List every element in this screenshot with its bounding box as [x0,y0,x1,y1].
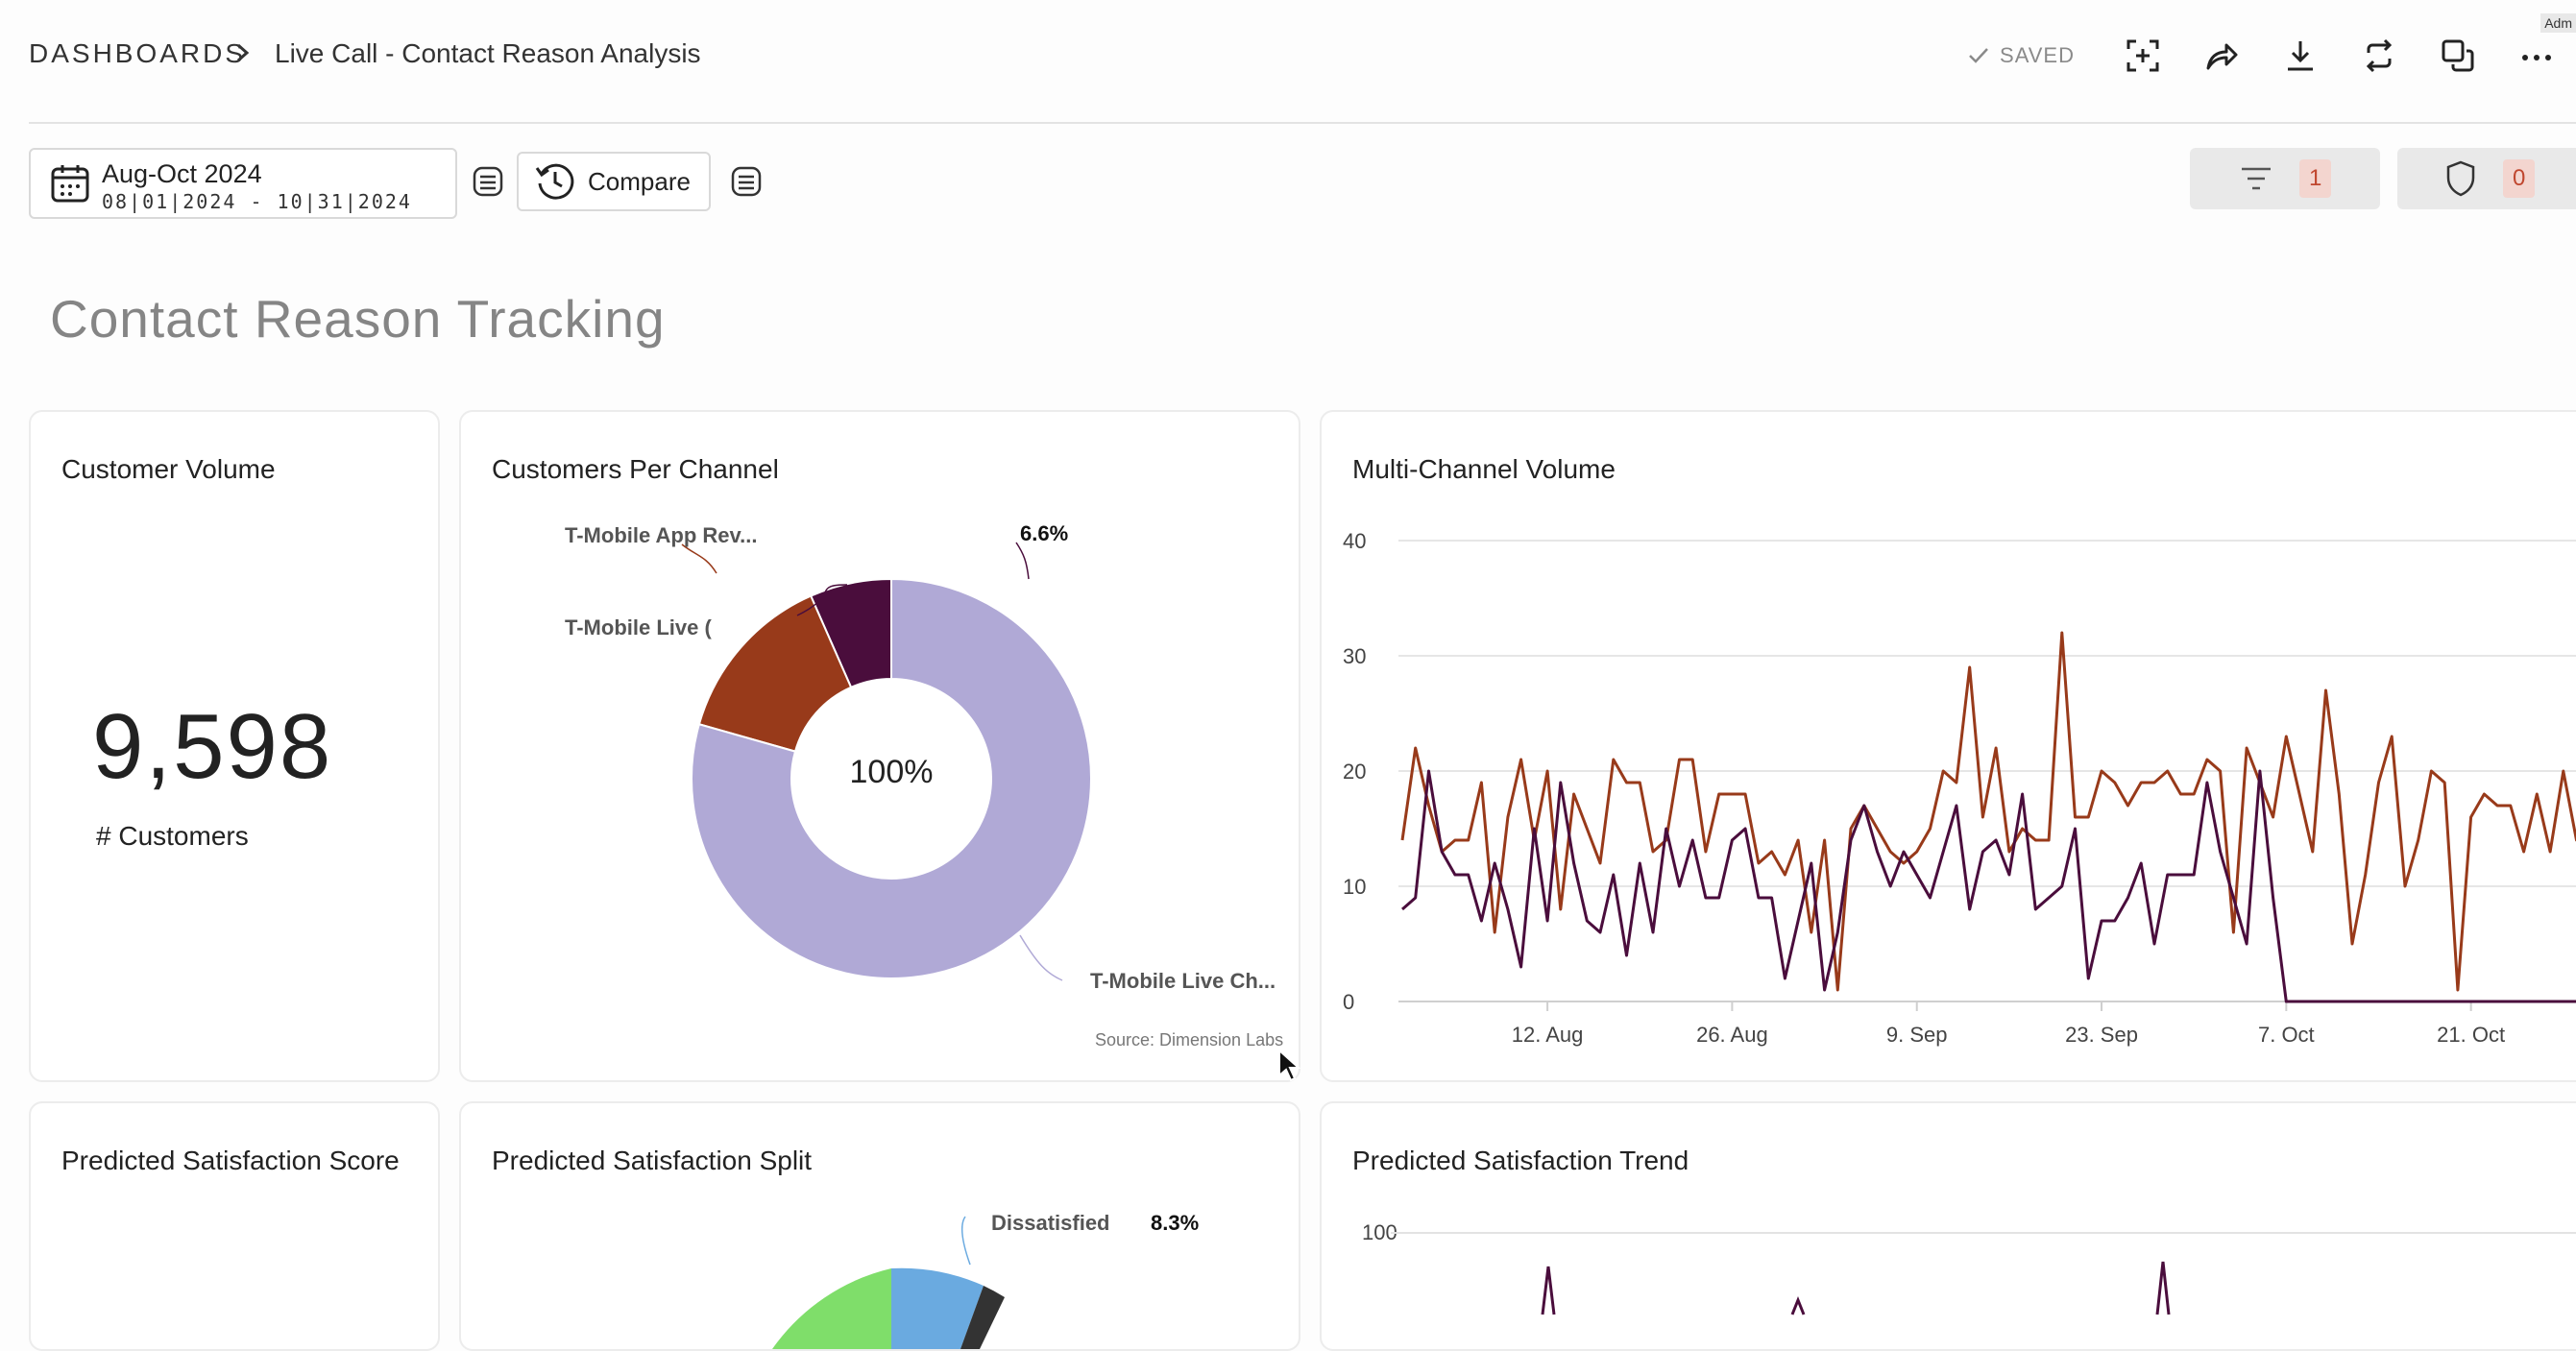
filter-icon [2242,167,2271,190]
leader-line [681,543,717,574]
chevron-right-icon [233,38,253,74]
x-tick-label: 12. Aug [1512,1023,1584,1047]
x-tick-label: 7. Oct [2258,1023,2315,1047]
slice-label: Dissatisfied [991,1211,1110,1235]
pie-slice [691,577,1092,979]
calendar-icon [51,165,89,203]
more-button[interactable] [2508,27,2565,84]
multi-channel-volume-card: Multi-Channel Volume 0 10 20 30 40 12. Aug 26… [1320,410,2576,1082]
download-button[interactable] [2272,27,2329,84]
leader-line [1019,934,1063,981]
refresh-button[interactable] [2350,27,2408,84]
breadcrumb-root[interactable]: DASHBOARDS [29,38,247,68]
filters-button[interactable]: 1 [2190,148,2380,209]
add-widget-icon [2126,39,2159,72]
line-chart: 0 10 20 30 40 12. Aug 26. Aug 9. Sep 23. Sep 7. … [1343,529,2576,1047]
y-tick-label: 30 [1343,644,1366,668]
slice-label: T-Mobile Live ( [565,615,712,639]
series-line [2155,1261,2171,1315]
leader-line [1015,542,1030,580]
chart-source: Source: Dimension Labs [1095,1030,1283,1049]
x-tick-label: 21. Oct [2437,1023,2505,1047]
section-title: Contact Reason Tracking [50,289,666,349]
date-range-label: Aug-Oct 2024 [102,159,262,188]
slice-value-label: 8.3% [1151,1211,1199,1235]
share-icon [2206,43,2238,70]
slice-label: T-Mobile App Rev... [565,523,757,547]
pie-slice [697,594,853,753]
satisfaction-split-card: Predicted Satisfaction Split Dissatisfie… [459,1101,1300,1351]
duplicate-button[interactable] [2429,27,2487,84]
note-icon[interactable] [730,165,763,198]
x-tick-label: 23. Sep [2065,1023,2138,1047]
kpi-value: 9,598 [92,695,333,798]
satisfaction-trend-card: Predicted Satisfaction Trend 100 [1320,1101,2576,1351]
y-tick-label: 0 [1343,990,1354,1014]
saved-label: SAVED [2000,43,2075,67]
series-line [1400,631,2576,992]
line-chart: 100 [1362,1220,2576,1315]
slice-value-label: 6.6% [1020,521,1068,545]
breadcrumb-page: Live Call - Contact Reason Analysis [275,38,701,68]
note-icon[interactable] [472,165,504,198]
slice-label: T-Mobile Live Ch... [1090,969,1276,993]
series-line [1401,769,2576,1003]
more-icon [2522,55,2551,60]
leader-line [796,584,848,616]
donut-center-label: 100% [850,754,934,790]
card-title: Customer Volume [61,454,276,484]
customers-per-channel-card: Customers Per Channel 100% 6.6% T-Mobile… [459,410,1300,1082]
compare-button[interactable]: Compare [517,152,711,211]
kpi-label: # Customers [96,821,249,851]
history-icon [535,163,574,200]
duplicate-icon [2442,39,2474,72]
pie-slice [772,1268,891,1349]
date-range-picker[interactable]: Aug-Oct 2024 08|01|2024 - 10|31|2024 [29,148,457,219]
filters-count: 1 [2299,159,2332,198]
download-icon [2288,41,2313,71]
share-button[interactable] [2193,27,2250,84]
donut-chart: 100% 6.6% T-Mobile Live ( T-Mobile App R… [565,521,1283,1049]
card-title: Multi-Channel Volume [1352,454,1616,484]
date-range-value: 08|01|2024 - 10|31|2024 [102,190,412,213]
satisfaction-score-card: Predicted Satisfaction Score [29,1101,440,1351]
permissions-button[interactable]: 0 [2397,148,2576,209]
card-title: Predicted Satisfaction Trend [1352,1146,1689,1175]
x-tick-label: 26. Aug [1696,1023,1768,1047]
series-line [1541,1266,1556,1315]
donut-chart: Dissatisfied 8.3% [772,1211,1199,1349]
add-widget-button[interactable] [2114,27,2172,84]
header-divider [29,122,2576,124]
card-title: Predicted Satisfaction Split [492,1146,813,1175]
y-tick-label: 40 [1343,529,1366,553]
y-tick-label: 10 [1343,875,1366,899]
x-tick-label: 9. Sep [1886,1023,1948,1047]
card-title: Customers Per Channel [492,454,779,484]
compare-label: Compare [588,166,691,196]
customer-volume-card: Customer Volume 9,598 # Customers [29,410,440,1082]
shield-icon [2446,160,2475,197]
cursor-icon [1278,1049,1300,1082]
leader-line [960,1216,971,1266]
permissions-count: 0 [2503,159,2536,198]
toolbar: SAVED [1967,27,2576,84]
admin-tag: Adm [2540,13,2576,33]
saved-status: SAVED [1967,43,2075,68]
check-icon [1969,48,1988,63]
y-tick-label: 20 [1343,760,1366,784]
refresh-icon [2366,38,2393,73]
card-title: Predicted Satisfaction Score [61,1146,400,1175]
